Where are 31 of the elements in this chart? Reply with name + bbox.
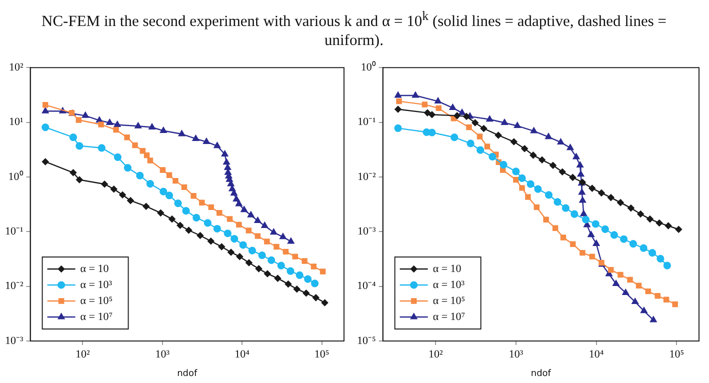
y-tick-label: 10⁻³: [358, 226, 377, 238]
x-tick-label: 10²: [428, 348, 444, 360]
y-tick-label: 10²: [8, 61, 24, 74]
x-tick-label: 10⁴: [588, 348, 604, 360]
y-tick-label: 10⁰: [360, 60, 376, 74]
legend-label: α = 10⁷: [80, 310, 113, 323]
y-tick-label: 10⁻²: [358, 170, 377, 183]
y-tick-label: 10⁻¹: [4, 226, 24, 238]
legend-label: α = 10³: [80, 278, 113, 291]
y-tick-label: 10⁻⁵: [356, 334, 376, 347]
x-tick-label: 10³: [508, 348, 524, 360]
y-tick-label: 10⁻¹: [358, 116, 376, 128]
y-tick-label: 10⁰: [8, 170, 24, 183]
y-tick-label: 10⁻²: [4, 280, 24, 292]
legend-label: α = 10: [432, 262, 462, 275]
x-tick-label: 10³: [155, 348, 170, 360]
x-tick-label: 10⁴: [234, 348, 250, 360]
x-tick-label: 10⁵: [314, 348, 330, 360]
x-tick-label: 10⁵: [669, 348, 684, 360]
legend-label: α = 10⁷: [432, 310, 466, 323]
y-tick-label: 10¹: [8, 116, 24, 128]
x-tick-label: 10²: [76, 348, 91, 360]
y-tick-label: 10⁻³: [4, 334, 24, 347]
x-axis-title: ndof: [530, 368, 552, 379]
legend-label: α = 10³: [432, 278, 466, 291]
x-axis-title: ndof: [177, 368, 198, 379]
text: NC-FEM in the second experiment with various k and α = 10$^{k}$ (solid lines = adaptive, dashed lines = uniform).: [42, 8, 666, 50]
y-tick-label: 10⁻⁴: [356, 280, 376, 292]
legend-label: α = 10⁵: [80, 294, 113, 307]
legend-label: α = 10⁵: [432, 294, 466, 307]
legend-label: α = 10: [80, 262, 110, 275]
